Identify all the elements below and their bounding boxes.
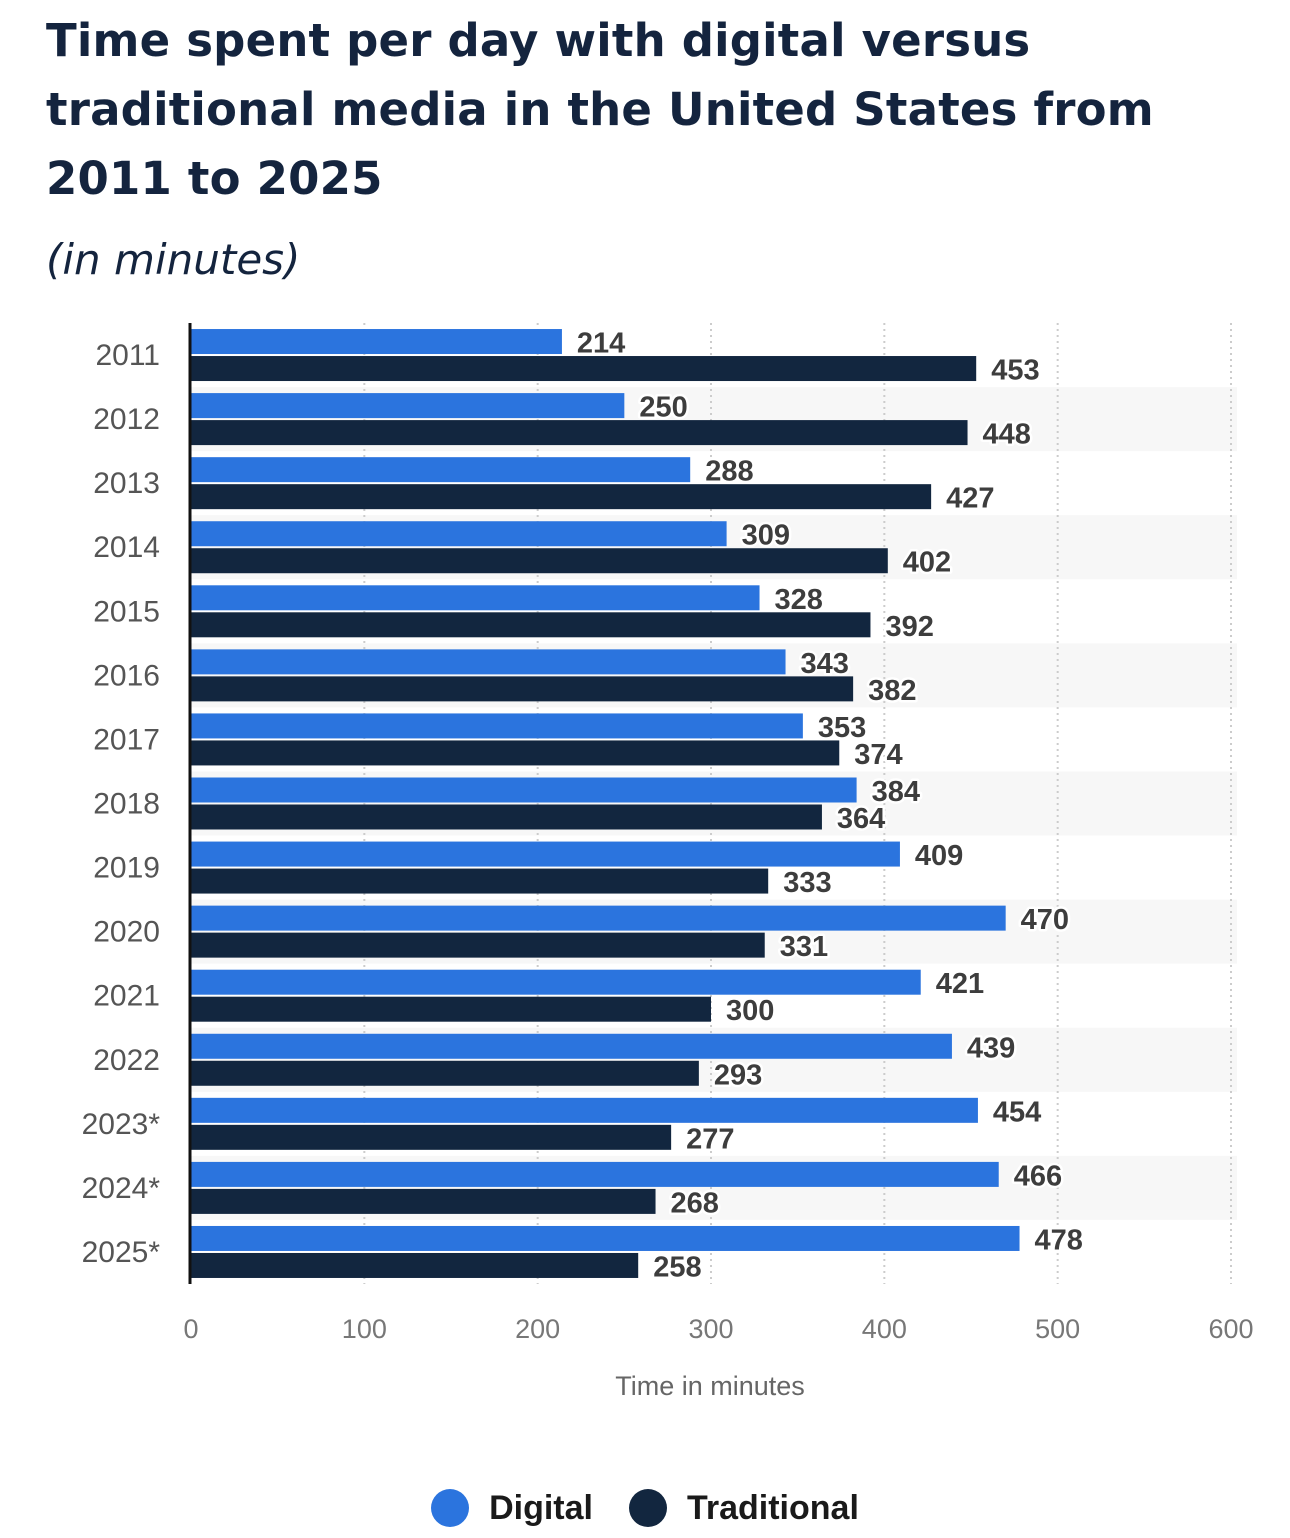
bar-digital [191,393,625,419]
value-label-digital: 466 [1014,1160,1062,1192]
bar-traditional [191,676,854,702]
legend-item-digital[interactable]: Digital [431,1489,593,1528]
value-label-traditional: 333 [783,867,831,899]
legend-label-digital: Digital [489,1488,593,1527]
y-category-label: 2012 [93,403,160,436]
bar-traditional [191,996,711,1022]
bar-digital [191,521,727,547]
bar-digital [191,1097,978,1123]
y-category-label: 2021 [93,980,160,1013]
bar-digital [191,457,691,483]
bar-chart: 2144532504482884273094023283923433823533… [82,323,1254,1401]
y-category-label: 2015 [93,595,160,628]
bar-traditional [191,868,769,894]
y-category-label: 2016 [93,659,160,692]
value-label-traditional: 258 [653,1251,701,1283]
value-label-digital: 439 [967,1032,1015,1064]
value-label-digital: 454 [993,1096,1041,1128]
x-tick-label: 500 [1035,1314,1080,1344]
value-label-traditional: 331 [780,931,828,963]
bar-digital [191,841,900,867]
y-category-label: 2011 [95,339,160,372]
value-label-digital: 470 [1021,904,1069,936]
bar-traditional [191,740,840,766]
value-label-traditional: 382 [868,675,916,707]
bar-traditional [191,932,765,958]
bar-digital [191,905,1006,931]
bar-traditional [191,1060,699,1086]
bar-traditional [191,484,932,510]
value-label-traditional: 277 [686,1123,734,1155]
y-category-label: 2013 [93,467,160,500]
legend-label-traditional: Traditional [686,1488,859,1527]
y-category-label: 2023* [82,1108,161,1141]
value-label-traditional: 364 [837,803,885,835]
x-tick-label: 300 [688,1314,733,1344]
x-tick-label: 100 [342,1314,387,1344]
bar-digital [191,1225,1020,1251]
bar-traditional [191,1252,639,1278]
bar-traditional [191,1124,672,1150]
y-category-label: 2025* [82,1236,161,1269]
value-label-traditional: 374 [854,739,902,771]
value-label-digital: 250 [639,392,687,424]
bar-traditional [191,1188,656,1214]
x-tick-label: 400 [862,1314,907,1344]
bar-digital [191,649,786,675]
bar-digital [191,969,921,995]
bar-digital [191,1161,999,1187]
y-category-label: 2022 [93,1044,160,1077]
value-label-traditional: 300 [726,995,774,1027]
chart-title: Time spent per day with digital versus t… [46,14,1154,205]
bar-digital [191,329,562,355]
y-category-label: 2014 [93,531,160,564]
value-label-digital: 309 [742,520,790,552]
value-label-traditional: 268 [671,1187,719,1219]
bar-traditional [191,548,888,574]
x-tick-label: 0 [183,1314,198,1344]
y-category-label: 2024* [82,1172,161,1205]
x-tick-label: 600 [1208,1314,1253,1344]
x-tick-label: 200 [515,1314,560,1344]
value-label-digital: 384 [872,776,920,808]
value-label-digital: 214 [577,328,625,360]
bar-traditional [191,356,977,382]
legend: Digital Traditional [0,1478,1290,1538]
y-category-label: 2020 [93,916,160,949]
chart-subtitle: (in minutes) [46,235,301,284]
value-label-digital: 343 [801,648,849,680]
bar-digital [191,1033,952,1059]
legend-swatch-digital [431,1489,470,1527]
value-label-digital: 288 [705,456,753,488]
legend-swatch-traditional [628,1489,667,1527]
value-label-traditional: 427 [946,483,994,515]
value-label-digital: 353 [818,712,866,744]
value-label-digital: 478 [1035,1224,1083,1256]
bar-traditional [191,420,968,446]
x-axis-label: Time in minutes [615,1371,805,1401]
value-label-traditional: 293 [714,1059,762,1091]
bar-traditional [191,804,822,830]
value-label-traditional: 402 [903,547,951,579]
bar-digital [191,585,760,611]
value-label-digital: 409 [915,840,963,872]
value-label-traditional: 448 [983,419,1031,451]
value-label-digital: 328 [775,584,823,616]
value-label-traditional: 453 [991,355,1039,387]
value-label-traditional: 392 [885,611,933,643]
value-label-digital: 421 [936,968,984,1000]
y-category-label: 2019 [93,852,160,885]
bar-digital [191,777,857,803]
y-category-label: 2018 [93,788,160,821]
bar-traditional [191,612,871,638]
legend-item-traditional[interactable]: Traditional [628,1488,859,1528]
y-category-label: 2017 [93,723,160,756]
bar-digital [191,713,803,739]
